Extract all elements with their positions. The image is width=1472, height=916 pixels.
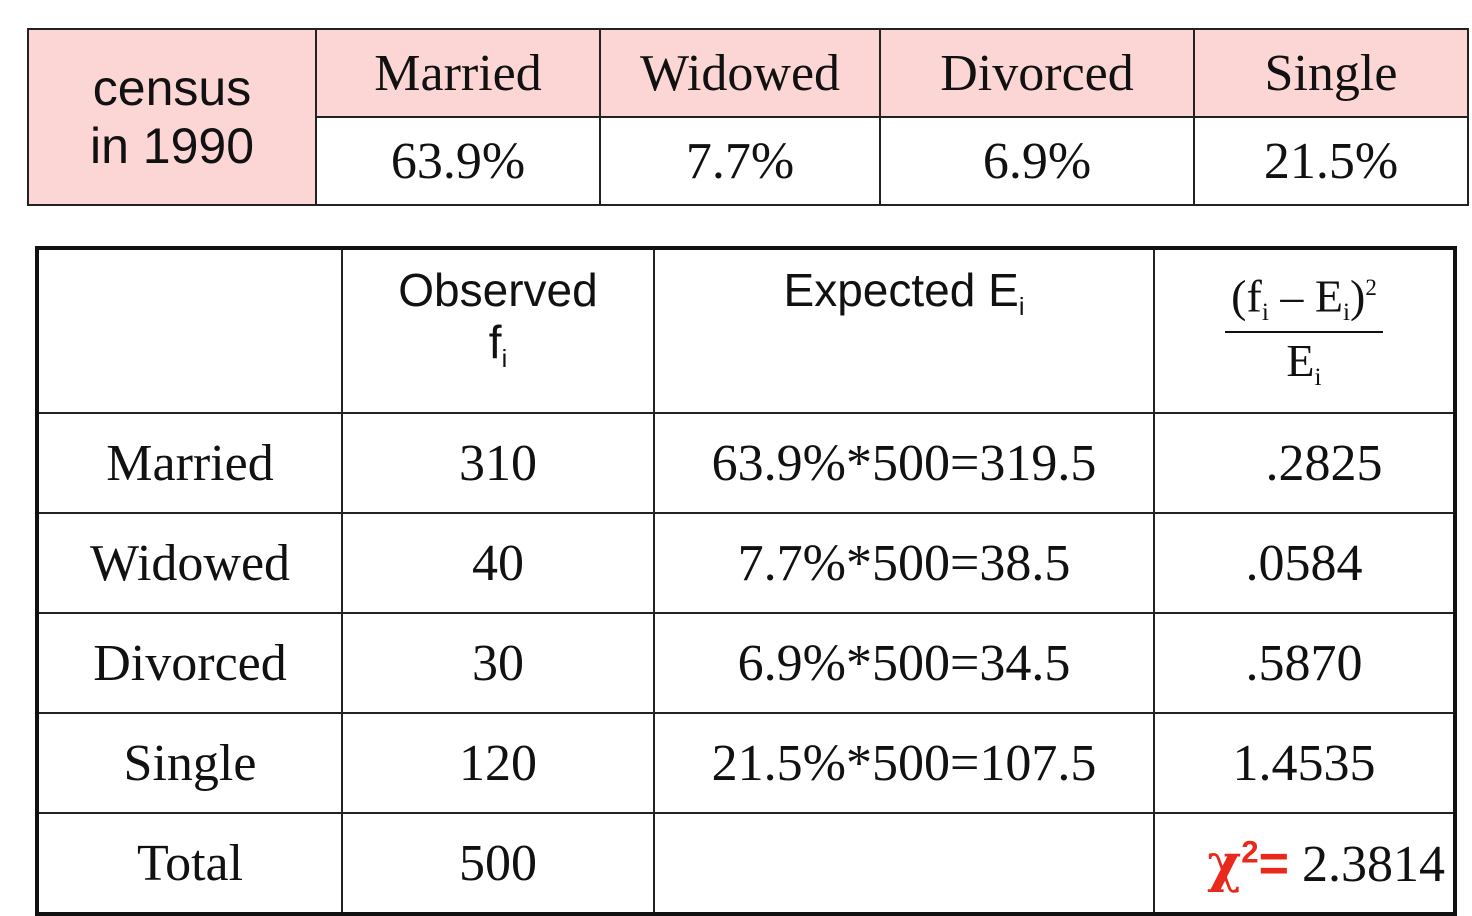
- row-contribution: .2825: [1153, 412, 1456, 514]
- expected-header-label: Expected E: [783, 264, 1019, 316]
- row-expected: 63.9%*500=319.5: [653, 412, 1155, 514]
- formula-numerator: (fi – Ei)2: [1225, 260, 1383, 334]
- chi-equals: =: [1258, 834, 1289, 893]
- chi-square-result: χ2= 2.3814: [1153, 812, 1456, 915]
- expected-header-sub: i: [1018, 292, 1025, 321]
- census-label-line2: in 1990: [89, 118, 255, 174]
- observed-header: Observed fi: [341, 247, 655, 414]
- observed-header-label: Observed: [398, 264, 598, 316]
- chi-symbol: χ: [1207, 832, 1242, 894]
- row-expected: 21.5%*500=107.5: [653, 712, 1155, 814]
- row-category: Single: [36, 712, 343, 814]
- total-row: Total 500 χ2= 2.3814: [36, 812, 1456, 915]
- row-category: Widowed: [36, 512, 343, 614]
- corner-cell: [36, 247, 343, 414]
- row-expected: 6.9%*500=34.5: [653, 612, 1155, 714]
- census-value-single: 21.5%: [1193, 116, 1469, 206]
- chi-square-table: Observed fi Expected Ei (fi – Ei)2 Ei Ma…: [35, 246, 1457, 916]
- row-category: Divorced: [36, 612, 343, 714]
- census-header-widowed: Widowed: [599, 28, 881, 118]
- row-contribution: .0584: [1153, 512, 1456, 614]
- expected-header: Expected Ei: [653, 247, 1155, 414]
- census-table: census in 1990 Married Widowed Divorced …: [27, 28, 1469, 206]
- row-observed: 40: [341, 512, 655, 614]
- row-observed: 120: [341, 712, 655, 814]
- total-observed: 500: [341, 812, 655, 915]
- observed-header-sub: i: [501, 344, 508, 373]
- census-label-line1: census: [92, 60, 252, 116]
- total-label: Total: [36, 812, 343, 915]
- table-row: Divorced 30 6.9%*500=34.5 .5870: [36, 612, 1456, 714]
- row-contribution: .5870: [1153, 612, 1456, 714]
- census-value-widowed: 7.7%: [599, 116, 881, 206]
- census-header-married: Married: [315, 28, 601, 118]
- formula-fraction: (fi – Ei)2 Ei: [1225, 260, 1383, 396]
- census-label: census in 1990: [27, 28, 317, 206]
- row-category: Married: [36, 412, 343, 514]
- row-observed: 30: [341, 612, 655, 714]
- row-observed: 310: [341, 412, 655, 514]
- table-row: Married 310 63.9%*500=319.5 .2825: [36, 412, 1456, 514]
- total-expected-empty: [653, 812, 1155, 915]
- census-value-divorced: 6.9%: [879, 116, 1195, 206]
- row-contribution: 1.4535: [1153, 712, 1456, 814]
- table-row: Single 120 21.5%*500=107.5 1.4535: [36, 712, 1456, 814]
- table-row: Widowed 40 7.7%*500=38.5 .0584: [36, 512, 1456, 614]
- census-value-married: 63.9%: [315, 116, 601, 206]
- chi-value: 2.3814: [1302, 835, 1445, 893]
- census-header-single: Single: [1193, 28, 1469, 118]
- formula-header: (fi – Ei)2 Ei: [1153, 247, 1456, 414]
- formula-denominator: Ei: [1286, 335, 1322, 392]
- chi-exponent: 2: [1241, 834, 1259, 870]
- census-header-divorced: Divorced: [879, 28, 1195, 118]
- observed-header-symbol: f: [488, 316, 502, 368]
- row-expected: 7.7%*500=38.5: [653, 512, 1155, 614]
